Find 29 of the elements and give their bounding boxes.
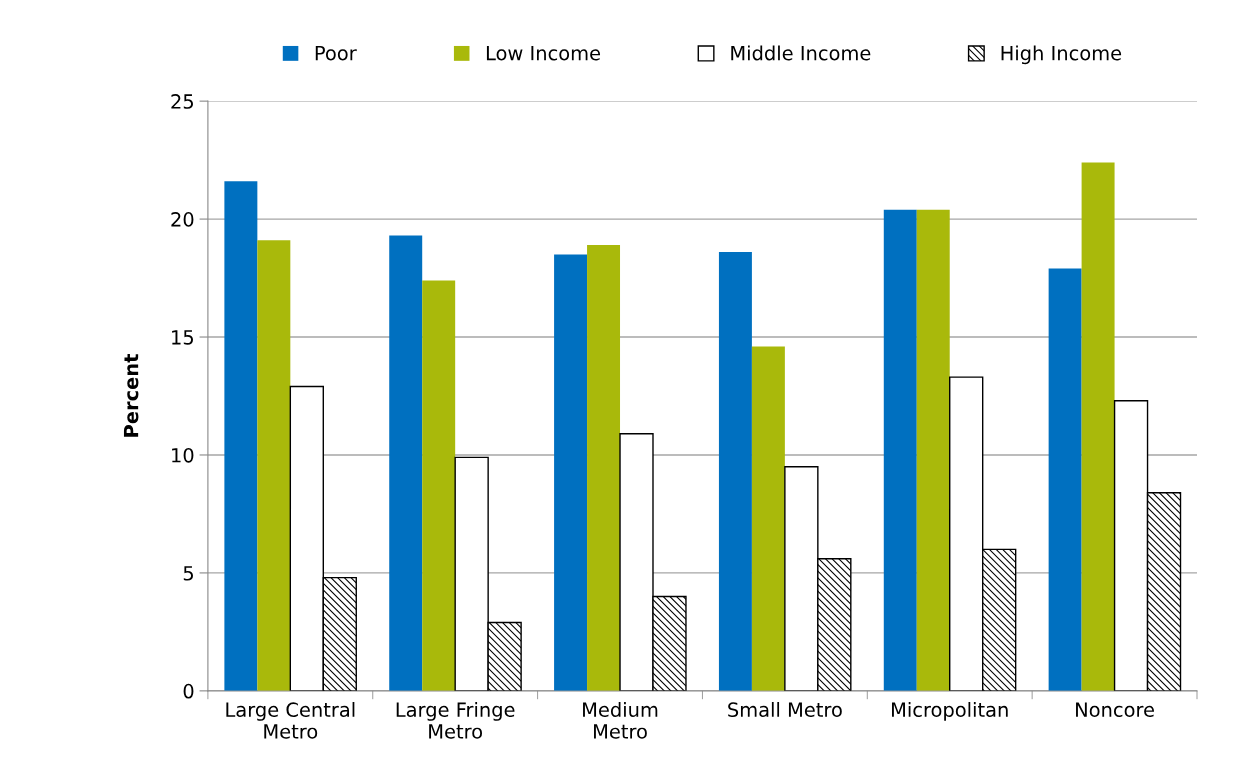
x-tick-label: Large Central Metro — [226, 701, 355, 739]
x-tick-label: Large Fringe Metro — [396, 701, 515, 739]
bar — [751, 346, 785, 691]
bar — [883, 209, 917, 691]
bar — [389, 235, 423, 691]
x-tick-label: Micropolitan — [892, 701, 1008, 721]
bar — [916, 209, 950, 691]
x-tick-label: Noncore — [1076, 702, 1154, 718]
bar — [587, 245, 621, 691]
legend-label: Middle Income — [731, 45, 871, 61]
bar — [554, 254, 588, 691]
y-tick-label: 10 — [172, 447, 194, 463]
bar — [224, 181, 258, 691]
y-tick-label: 0 — [183, 683, 194, 699]
legend-label: Low Income — [486, 45, 601, 61]
y-tick-label: 20 — [171, 212, 194, 227]
bar — [1048, 268, 1082, 691]
y-tick-label: 25 — [171, 94, 194, 109]
bar — [718, 252, 752, 691]
x-tick-label: Small Metro — [728, 701, 842, 718]
bar — [1081, 162, 1115, 691]
x-tick-label: Medium Metro — [583, 701, 658, 739]
bar — [422, 280, 456, 691]
y-axis-title: Percent — [123, 354, 139, 437]
legend-label: High Income — [1001, 45, 1122, 65]
legend-label: Poor — [315, 45, 357, 61]
y-tick-label: 5 — [183, 566, 194, 581]
y-tick-label: 15 — [172, 330, 194, 345]
bar — [257, 240, 291, 691]
